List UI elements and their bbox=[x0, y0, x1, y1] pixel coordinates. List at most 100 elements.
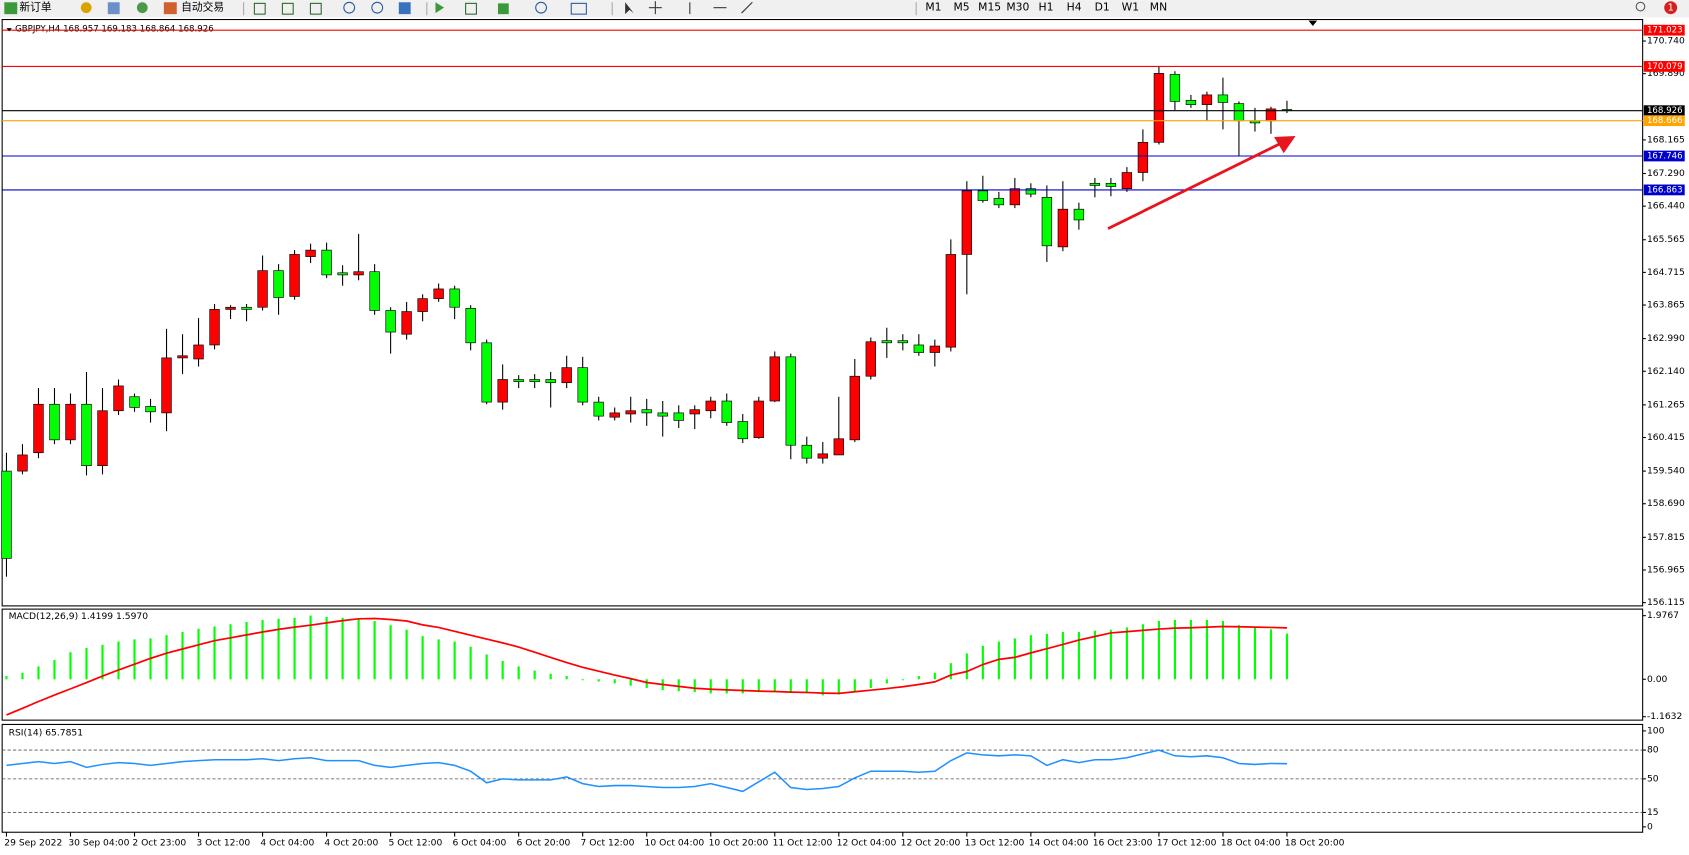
toolbar-icon[interactable] bbox=[136, 2, 148, 14]
timeframe-button[interactable]: H4 bbox=[1067, 1, 1082, 14]
candle-body bbox=[609, 412, 620, 418]
candle-body bbox=[241, 306, 252, 310]
y-tick-label: 50 bbox=[1647, 773, 1659, 784]
x-tick-label: 10 Oct 04:00 bbox=[645, 838, 705, 849]
candle-body bbox=[81, 403, 92, 467]
toolbar-icon[interactable] bbox=[435, 2, 445, 14]
macd-bar bbox=[181, 631, 184, 680]
macd-bar bbox=[629, 679, 632, 686]
toolbar-icon[interactable] bbox=[281, 2, 294, 15]
macd-bar bbox=[773, 679, 776, 692]
rsi-line bbox=[6, 749, 1287, 793]
x-tick-label: 10 Oct 20:00 bbox=[709, 838, 769, 849]
toolbar-icon[interactable] bbox=[497, 3, 509, 15]
x-tick-label: 11 Oct 12:00 bbox=[773, 838, 833, 849]
macd-bar bbox=[869, 679, 872, 688]
candle-body bbox=[689, 409, 700, 415]
macd-bar bbox=[1173, 620, 1176, 680]
x-tick-label: 3 Oct 12:00 bbox=[196, 838, 250, 849]
macd-bar bbox=[677, 679, 680, 692]
macd-bar bbox=[1077, 631, 1080, 680]
auto-trade-button[interactable]: 自动交易 bbox=[181, 1, 224, 14]
macd-bar bbox=[997, 641, 1000, 680]
candle-body bbox=[705, 400, 716, 412]
toolbar-icon[interactable] bbox=[253, 2, 266, 15]
indicator-title: MACD(12,26,9) 1.4199 1.5970 bbox=[9, 611, 149, 622]
macd-bar bbox=[5, 676, 8, 680]
chart-area: 170.740 169.890 168.165 167.290 166.440 165.5… bbox=[1, 18, 1685, 849]
macd-bar bbox=[533, 670, 536, 680]
notification-badge[interactable] bbox=[1664, 1, 1678, 15]
macd-bar bbox=[1269, 629, 1273, 680]
toolbar-icon[interactable] bbox=[309, 2, 322, 15]
zoom-out[interactable] bbox=[371, 1, 384, 14]
y-tick-label: 0.00 bbox=[1647, 674, 1668, 685]
candle-body bbox=[385, 310, 396, 333]
timeframe-button[interactable]: M15 bbox=[978, 1, 1001, 14]
candle-body bbox=[961, 190, 973, 255]
candle-body bbox=[865, 341, 876, 377]
toolbar-icon[interactable] bbox=[570, 2, 587, 15]
y-tick-label: 157.815 bbox=[1647, 532, 1685, 543]
candle-body bbox=[17, 454, 28, 472]
timeframe-button[interactable]: MN bbox=[1150, 1, 1167, 14]
timeframe-button[interactable]: D1 bbox=[1095, 1, 1110, 14]
timeframe-button[interactable]: W1 bbox=[1122, 1, 1140, 14]
x-tick-label: 7 Oct 12:00 bbox=[581, 838, 635, 849]
candle-body bbox=[1201, 94, 1213, 105]
macd-bar bbox=[277, 618, 280, 680]
timeframe-button[interactable]: H1 bbox=[1038, 1, 1053, 14]
y-tick-label: 100 bbox=[1647, 725, 1665, 736]
y-tick-label: 15 bbox=[1647, 807, 1659, 818]
shift-marker bbox=[1308, 20, 1318, 26]
toolbar-icon[interactable] bbox=[107, 2, 120, 15]
price-level-label-bg bbox=[1643, 105, 1685, 117]
y-tick-label: 167.290 bbox=[1647, 168, 1685, 179]
candle-body bbox=[97, 410, 108, 467]
candle-body bbox=[785, 356, 796, 446]
x-tick-label: 18 Oct 04:00 bbox=[1221, 838, 1281, 849]
new-order-button[interactable]: 新订单 bbox=[19, 1, 52, 14]
macd-bar bbox=[1285, 633, 1289, 680]
macd-bar bbox=[101, 644, 104, 680]
candle-body bbox=[1089, 182, 1101, 186]
timeframe-button[interactable]: M30 bbox=[1006, 1, 1029, 14]
toolbar-icon[interactable] bbox=[398, 2, 411, 15]
candle-body bbox=[177, 355, 188, 359]
candle-body bbox=[1121, 172, 1133, 190]
new-order-icon[interactable] bbox=[4, 2, 18, 15]
auto-trade-icon[interactable] bbox=[163, 2, 177, 15]
toolbar-icon[interactable] bbox=[465, 2, 477, 15]
y-tick-label: 170.740 bbox=[1647, 36, 1685, 47]
macd-bar bbox=[581, 679, 584, 681]
macd-bar bbox=[981, 645, 984, 680]
candle-body bbox=[1073, 208, 1085, 221]
candle-body bbox=[321, 249, 332, 276]
candle-body bbox=[593, 401, 604, 417]
candle-body bbox=[273, 270, 284, 298]
x-tick-label: 17 Oct 12:00 bbox=[1157, 838, 1217, 849]
toolbar-bg bbox=[0, 0, 1689, 18]
x-tick-label: 4 Oct 20:00 bbox=[324, 838, 378, 849]
candle-body bbox=[817, 453, 828, 459]
y-tick-label: 169.890 bbox=[1647, 68, 1685, 79]
toolbar-icon[interactable] bbox=[80, 2, 92, 14]
timeframe-button[interactable]: M5 bbox=[953, 1, 969, 14]
candle-body bbox=[337, 272, 348, 276]
search-icon[interactable] bbox=[1635, 1, 1646, 12]
zoom-in[interactable] bbox=[343, 1, 356, 14]
x-tick-label: 4 Oct 04:00 bbox=[260, 838, 314, 849]
indicator-title: RSI(14) 65.7851 bbox=[9, 728, 83, 739]
macd-bar bbox=[421, 636, 424, 680]
timeframe-button[interactable]: M1 bbox=[925, 1, 941, 14]
macd-bar bbox=[437, 639, 440, 680]
macd-bar bbox=[821, 679, 824, 696]
trendline-tool[interactable] bbox=[741, 1, 753, 14]
cursor-tool[interactable] bbox=[625, 2, 634, 15]
price-level-label: 170.079 bbox=[1647, 62, 1683, 72]
candle-body bbox=[1233, 103, 1245, 122]
period-icon[interactable] bbox=[535, 1, 548, 14]
macd-bar bbox=[245, 621, 248, 680]
